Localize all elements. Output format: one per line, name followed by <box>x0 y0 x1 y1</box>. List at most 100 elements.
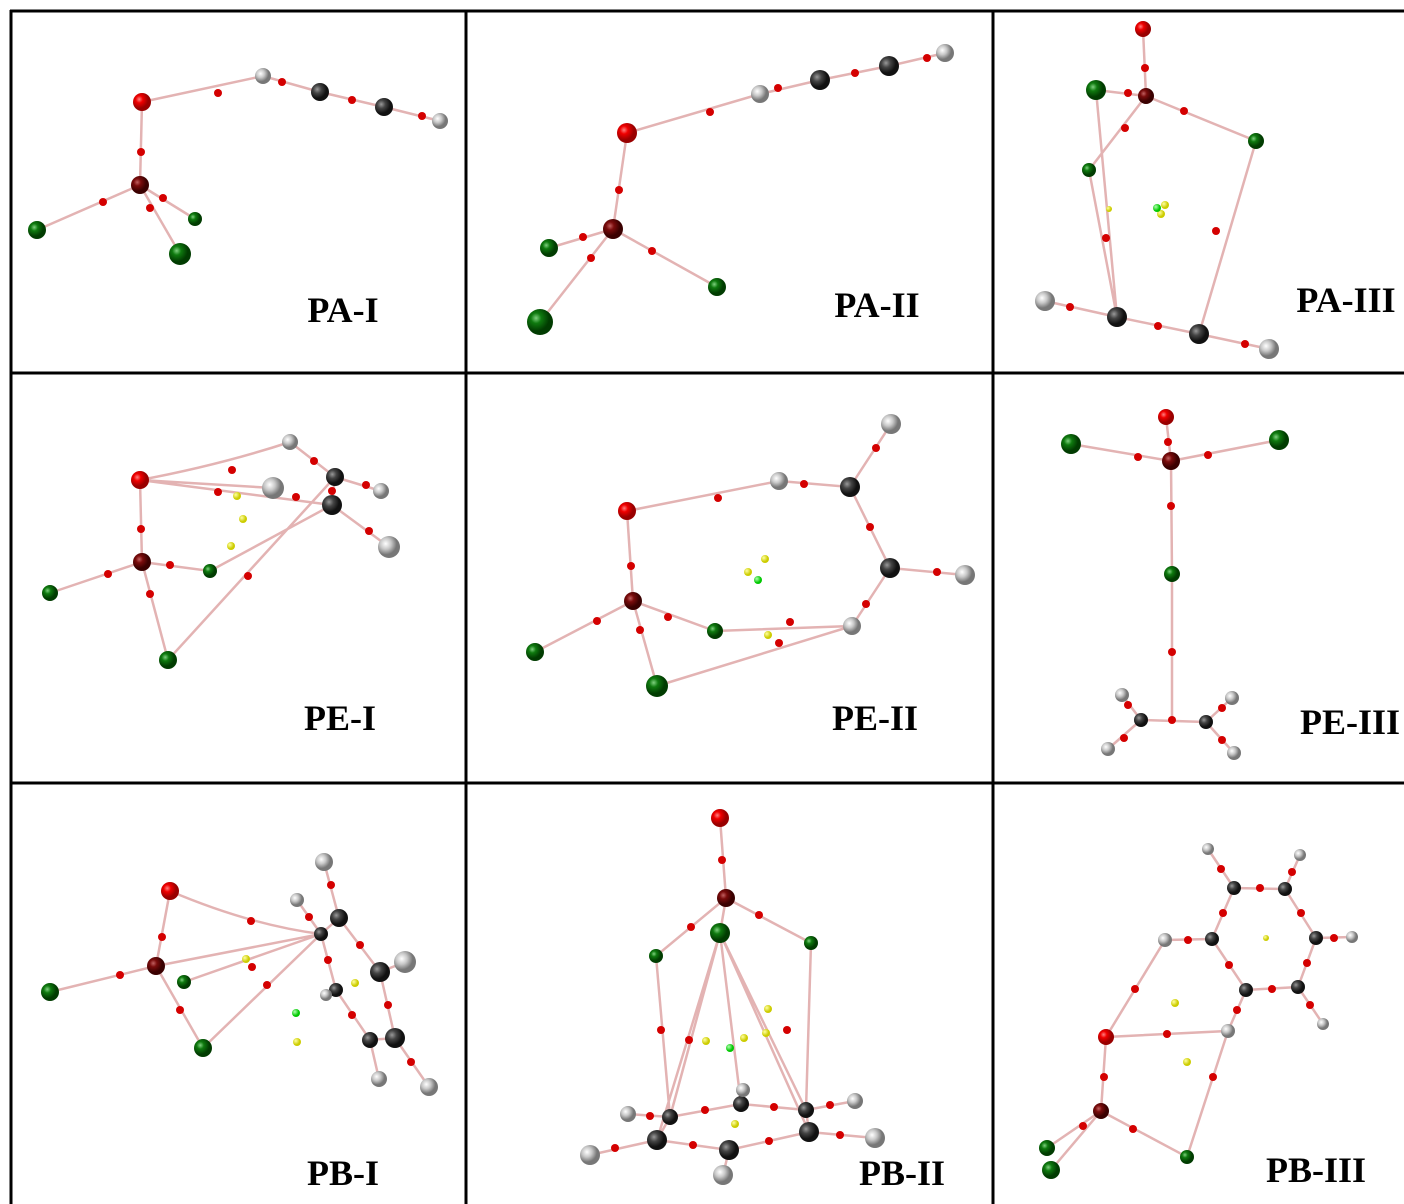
atom <box>330 909 348 927</box>
atom <box>1227 746 1241 760</box>
atom <box>161 882 179 900</box>
atom <box>1239 983 1253 997</box>
atom <box>41 983 59 1001</box>
critical-points <box>593 444 941 647</box>
atom <box>1082 163 1096 177</box>
panel-label: PA-II <box>834 285 919 325</box>
atom <box>733 1096 749 1112</box>
atom <box>1180 1150 1194 1164</box>
atom <box>618 502 636 520</box>
atom <box>540 239 558 257</box>
atom <box>1189 324 1209 344</box>
panel-label: PB-I <box>307 1153 379 1193</box>
cage-point <box>227 542 235 550</box>
atom <box>1259 339 1279 359</box>
panel-label: PA-III <box>1296 280 1395 320</box>
molecule <box>42 434 400 669</box>
atom <box>255 68 271 84</box>
critical-points <box>579 54 931 262</box>
atom <box>1294 849 1306 861</box>
figure: PA-I PA-II PA-III PE-I PE-II PE-III PB-I… <box>0 0 1404 1204</box>
atom <box>1098 1029 1114 1045</box>
atom <box>1158 933 1172 947</box>
atom <box>1164 566 1180 582</box>
atom <box>282 434 298 450</box>
atom <box>314 927 328 941</box>
atom <box>1101 742 1115 756</box>
panel-label: PB-III <box>1266 1150 1366 1190</box>
atom <box>169 243 191 265</box>
atom <box>736 1083 750 1097</box>
atom <box>843 617 861 635</box>
atom <box>1039 1140 1055 1156</box>
atom <box>1269 430 1289 450</box>
grid-frame <box>10 10 1404 1204</box>
atom <box>159 651 177 669</box>
atom <box>1107 307 1127 327</box>
atom <box>879 56 899 76</box>
cage-point <box>764 1005 772 1013</box>
bond-path <box>535 424 965 686</box>
cage-point <box>740 1034 748 1042</box>
atom <box>375 98 393 116</box>
atom <box>1158 409 1174 425</box>
atom <box>1035 291 1055 311</box>
atom <box>194 1039 212 1057</box>
cage-point <box>731 1120 739 1128</box>
atom <box>131 176 149 194</box>
cage-point <box>764 631 772 639</box>
molecule <box>41 853 438 1096</box>
atom <box>385 1028 405 1048</box>
atom <box>188 212 202 226</box>
atom <box>603 219 623 239</box>
bond-path <box>1047 849 1352 1170</box>
atom <box>751 85 769 103</box>
atom <box>1086 80 1106 100</box>
atom <box>810 70 830 90</box>
atom <box>1221 1024 1235 1038</box>
atom <box>847 1093 863 1109</box>
atom <box>1061 434 1081 454</box>
atom <box>362 1032 378 1048</box>
atom <box>133 553 151 571</box>
atom <box>133 93 151 111</box>
atom <box>711 809 729 827</box>
panel-label: PE-III <box>1300 702 1400 742</box>
atom <box>1205 932 1219 946</box>
cage-point <box>239 515 247 523</box>
atom <box>526 643 544 661</box>
atom <box>646 675 668 697</box>
atom <box>717 889 735 907</box>
atom <box>707 623 723 639</box>
atom <box>1346 931 1358 943</box>
atom <box>1309 931 1323 945</box>
cage-point <box>1106 206 1112 212</box>
atom <box>1134 713 1148 727</box>
bond-path <box>540 53 945 322</box>
atom <box>1278 882 1292 896</box>
atom <box>290 893 304 907</box>
atom <box>580 1145 600 1165</box>
atom <box>42 585 58 601</box>
atom <box>203 564 217 578</box>
cage-point <box>1183 1058 1191 1066</box>
atom <box>1248 133 1264 149</box>
atom <box>1317 1018 1329 1030</box>
atom <box>394 951 416 973</box>
atom <box>955 565 975 585</box>
cage-point <box>293 1038 301 1046</box>
cage-point <box>1153 204 1161 212</box>
atom <box>131 471 149 489</box>
atom <box>647 1130 667 1150</box>
cage-point <box>754 576 762 584</box>
atom <box>1042 1161 1060 1179</box>
atom <box>1135 21 1151 37</box>
bond-path <box>1045 29 1269 349</box>
atom <box>617 123 637 143</box>
atom <box>799 1122 819 1142</box>
atom <box>1138 88 1154 104</box>
atom <box>798 1102 814 1118</box>
atom <box>620 1106 636 1122</box>
cage-point <box>242 955 250 963</box>
atom <box>315 853 333 871</box>
